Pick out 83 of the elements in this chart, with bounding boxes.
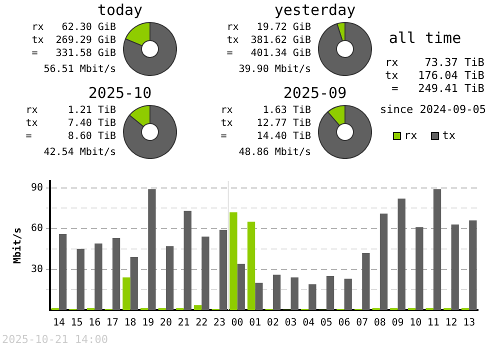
text: 39.90 Mbit/s — [238, 63, 311, 76]
text: tx 176.04 TiB — [385, 69, 484, 82]
chart-title: yesterday — [273, 1, 357, 19]
bar — [451, 224, 459, 310]
text: tx 12.77 TiB — [220, 117, 311, 130]
y-tick-label: 90 — [30, 182, 44, 194]
bar — [290, 277, 298, 310]
bar — [326, 276, 334, 310]
text: rx 73.37 TiB — [385, 56, 484, 69]
legend-label: rx — [404, 129, 418, 142]
text: since 2024-09-05 — [380, 103, 486, 116]
chart-title: 2025-09 — [282, 84, 348, 102]
x-tick-label: 15 — [70, 318, 83, 329]
x-tick-label: 23 — [213, 318, 226, 329]
chart-title: 2025-10 — [87, 84, 153, 102]
x-tick-label: 08 — [374, 318, 386, 329]
bar — [166, 246, 174, 310]
legend-label: tx — [442, 129, 456, 142]
text: tx 269.29 GiB — [30, 34, 116, 47]
bar — [112, 238, 120, 310]
x-tick-label: 03 — [284, 318, 297, 329]
bar — [130, 257, 138, 310]
text: = 249.41 TiB — [390, 82, 484, 95]
x-tick-label: 07 — [356, 318, 368, 329]
text: rx 62.30 GiB — [30, 21, 116, 34]
x-tick-label: 22 — [196, 318, 208, 329]
text: rx 1.63 TiB — [220, 104, 311, 117]
bar — [380, 214, 388, 310]
y-tick-label: 60 — [30, 223, 44, 234]
text: = 14.40 TiB — [220, 130, 311, 143]
text: tx 7.40 TiB — [24, 117, 116, 130]
text: rx 1.21 TiB — [24, 104, 116, 117]
bar — [219, 230, 228, 310]
x-tick-label: 01 — [249, 318, 262, 329]
x-tick-label: 20 — [160, 318, 172, 329]
text: 48.86 Mbit/s — [238, 146, 311, 159]
x-tick-label: 06 — [338, 318, 350, 329]
bar — [272, 274, 281, 310]
bar — [94, 243, 102, 310]
x-tick-label: 05 — [320, 318, 332, 329]
text: = 8.60 TiB — [24, 130, 116, 143]
bar — [148, 189, 156, 310]
text: rx 19.72 GiB — [226, 21, 311, 34]
bar — [362, 252, 370, 310]
y-axis-title: Mbit/s — [12, 227, 24, 264]
chart-title: today — [96, 1, 144, 19]
text: = 401.34 GiB — [226, 47, 311, 60]
bar — [202, 236, 210, 310]
bar — [247, 222, 256, 310]
bar — [184, 210, 192, 310]
bar — [344, 278, 352, 310]
x-tick-label: 02 — [266, 318, 279, 329]
x-tick-label: 13 — [463, 318, 476, 329]
bar — [469, 220, 477, 310]
bar — [76, 248, 84, 310]
x-tick-label: 19 — [142, 318, 154, 329]
text: 56.51 Mbit/s — [42, 63, 116, 76]
bar — [194, 305, 202, 310]
x-tick-label: 17 — [106, 318, 118, 329]
x-tick-label: 10 — [410, 318, 422, 329]
bar — [308, 284, 316, 310]
x-tick-label: 16 — [88, 318, 101, 329]
x-tick-label: 14 — [52, 318, 65, 329]
x-tick-label: 04 — [302, 318, 315, 329]
y-tick-label: 30 — [30, 264, 44, 275]
text: tx 381.62 GiB — [226, 34, 311, 47]
x-tick-label: 11 — [427, 318, 440, 329]
text: 42.54 Mbit/s — [42, 146, 116, 159]
text: = 331.58 GiB — [30, 47, 116, 60]
bar — [230, 212, 238, 310]
bar — [433, 189, 442, 310]
bar — [416, 227, 424, 310]
x-tick-label: 21 — [178, 318, 190, 329]
text: all time — [388, 29, 462, 47]
x-tick-label: 12 — [445, 318, 458, 329]
bar — [122, 277, 130, 310]
x-tick-label: 18 — [124, 318, 136, 329]
x-tick-label: 09 — [392, 318, 404, 329]
bar — [255, 282, 263, 310]
bar — [398, 198, 406, 310]
bar — [58, 234, 67, 310]
x-tick-label: 00 — [231, 318, 244, 329]
bar — [237, 264, 245, 310]
